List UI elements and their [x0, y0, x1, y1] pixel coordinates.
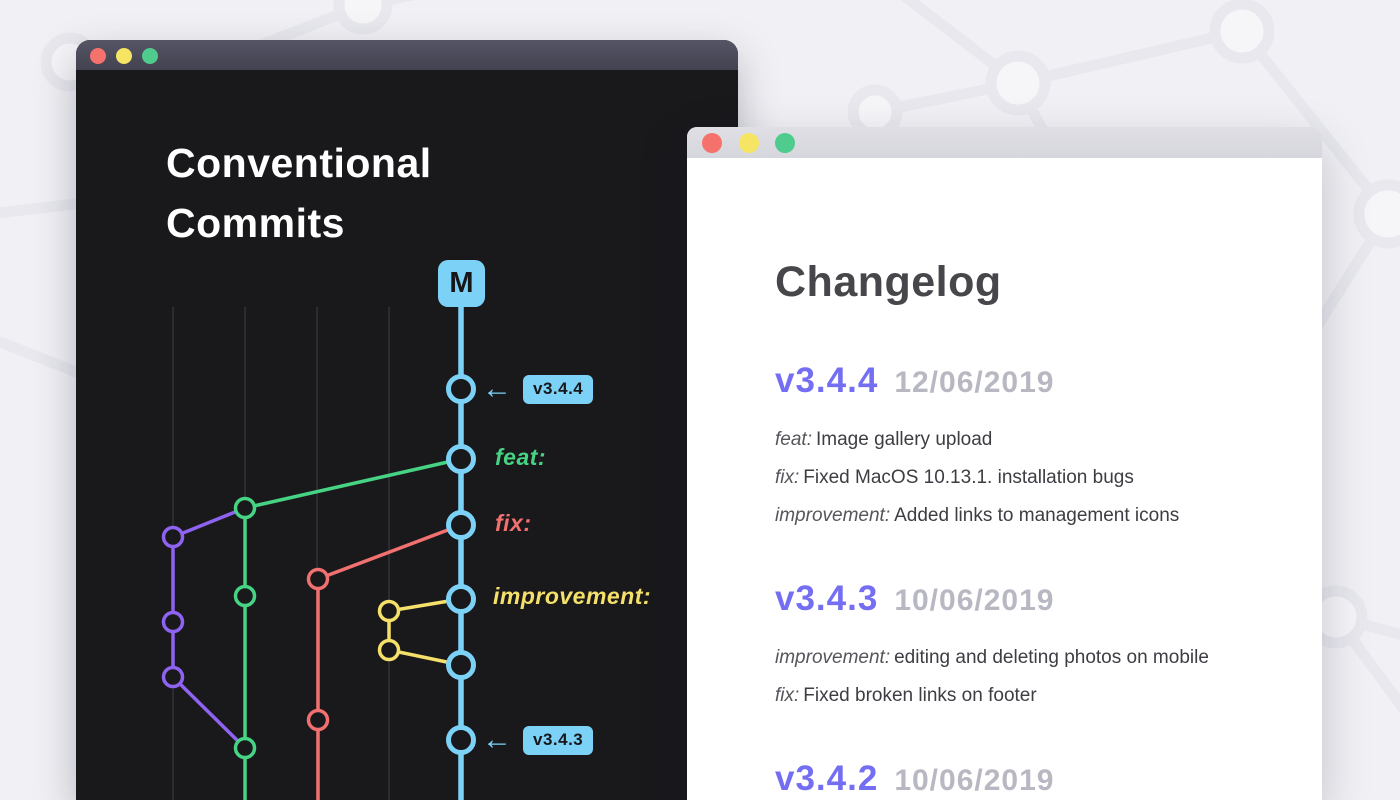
- changelog-heading: Changelog: [775, 258, 1002, 306]
- entry-text: editing and deleting photos on mobile: [894, 647, 1209, 668]
- branch-commit-nodes: [161, 496, 401, 760]
- release-date: 10/06/2019: [894, 764, 1055, 797]
- entry-type: feat:: [775, 429, 812, 450]
- feat-branch-label: feat:: [495, 444, 547, 470]
- minimize-button[interactable]: [739, 133, 759, 153]
- arrow-left-icon: ←: [482, 723, 512, 756]
- changelog-entry: fix: Fixed MacOS 10.13.1. installation bu…: [775, 459, 1295, 497]
- changelog-entry: improvement: editing and deleting photos …: [775, 639, 1295, 677]
- minimize-button[interactable]: [116, 48, 132, 64]
- left-window-titlebar: [76, 40, 738, 70]
- release-version: v3.4.2: [775, 759, 879, 798]
- release-version: v3.4.4: [775, 361, 879, 400]
- version-tag-v344: ← v3.4.4: [482, 372, 594, 405]
- version-tag-label: v3.4.4: [523, 374, 594, 404]
- improvement-branch-label: improvement:: [493, 583, 652, 609]
- entry-type: fix:: [775, 685, 800, 706]
- right-window-titlebar: [687, 127, 1322, 158]
- version-tag-label: v3.4.3: [523, 725, 594, 755]
- title-line-1: Conventional: [166, 140, 432, 186]
- entry-text: Added links to management icons: [894, 505, 1180, 526]
- release-v343: v3.4.3 10/06/2019 improvement: editing an…: [775, 579, 1295, 715]
- release-date: 12/06/2019: [894, 366, 1055, 399]
- feat-branch: [243, 457, 462, 800]
- arrow-left-icon: ←: [482, 372, 512, 405]
- entry-type: improvement:: [775, 505, 891, 526]
- changelog-entry: improvement: Added links to management ic…: [775, 497, 1295, 535]
- release-version: v3.4.3: [775, 579, 879, 618]
- graph-gridlines: [172, 307, 390, 800]
- release-date: 10/06/2019: [894, 584, 1055, 617]
- zoom-button[interactable]: [142, 48, 158, 64]
- purple-branch: [171, 506, 247, 750]
- version-tag-v343: ← v3.4.3: [482, 723, 594, 756]
- entry-type: fix:: [775, 467, 800, 488]
- fix-branch-label: fix:: [495, 510, 532, 536]
- entry-text: Image gallery upload: [815, 429, 993, 450]
- master-branch-badge: M: [438, 260, 485, 307]
- entry-text: Fixed MacOS 10.13.1. installation bugs: [803, 467, 1134, 488]
- close-button[interactable]: [90, 48, 106, 64]
- release-heading: v3.4.4 12/06/2019: [775, 361, 1295, 401]
- conventional-commits-window: Conventional Commits M feat: fix: improv…: [76, 40, 738, 800]
- main-commit-nodes: [446, 374, 476, 755]
- changelog-entry: feat: Image gallery upload: [775, 421, 1295, 459]
- page-title: Conventional Commits: [166, 133, 432, 253]
- release-heading: v3.4.3 10/06/2019: [775, 579, 1295, 619]
- changelog-window: Changelog v3.4.4 12/06/2019 feat: Image g…: [687, 127, 1322, 800]
- release-v344: v3.4.4 12/06/2019 feat: Image gallery upl…: [775, 361, 1295, 535]
- improvement-branch: [387, 597, 462, 667]
- entry-text: Fixed broken links on footer: [803, 685, 1037, 706]
- git-graph: [161, 285, 476, 800]
- title-line-2: Commits: [166, 200, 345, 246]
- changelog-entry: fix: Fixed broken links on footer: [775, 677, 1295, 715]
- release-v342: v3.4.2 10/06/2019: [775, 759, 1295, 799]
- changelog-content: Changelog v3.4.4 12/06/2019 feat: Image g…: [775, 158, 1295, 800]
- entry-type: improvement:: [775, 647, 891, 668]
- zoom-button[interactable]: [775, 133, 795, 153]
- release-heading: v3.4.2 10/06/2019: [775, 759, 1295, 799]
- close-button[interactable]: [702, 133, 722, 153]
